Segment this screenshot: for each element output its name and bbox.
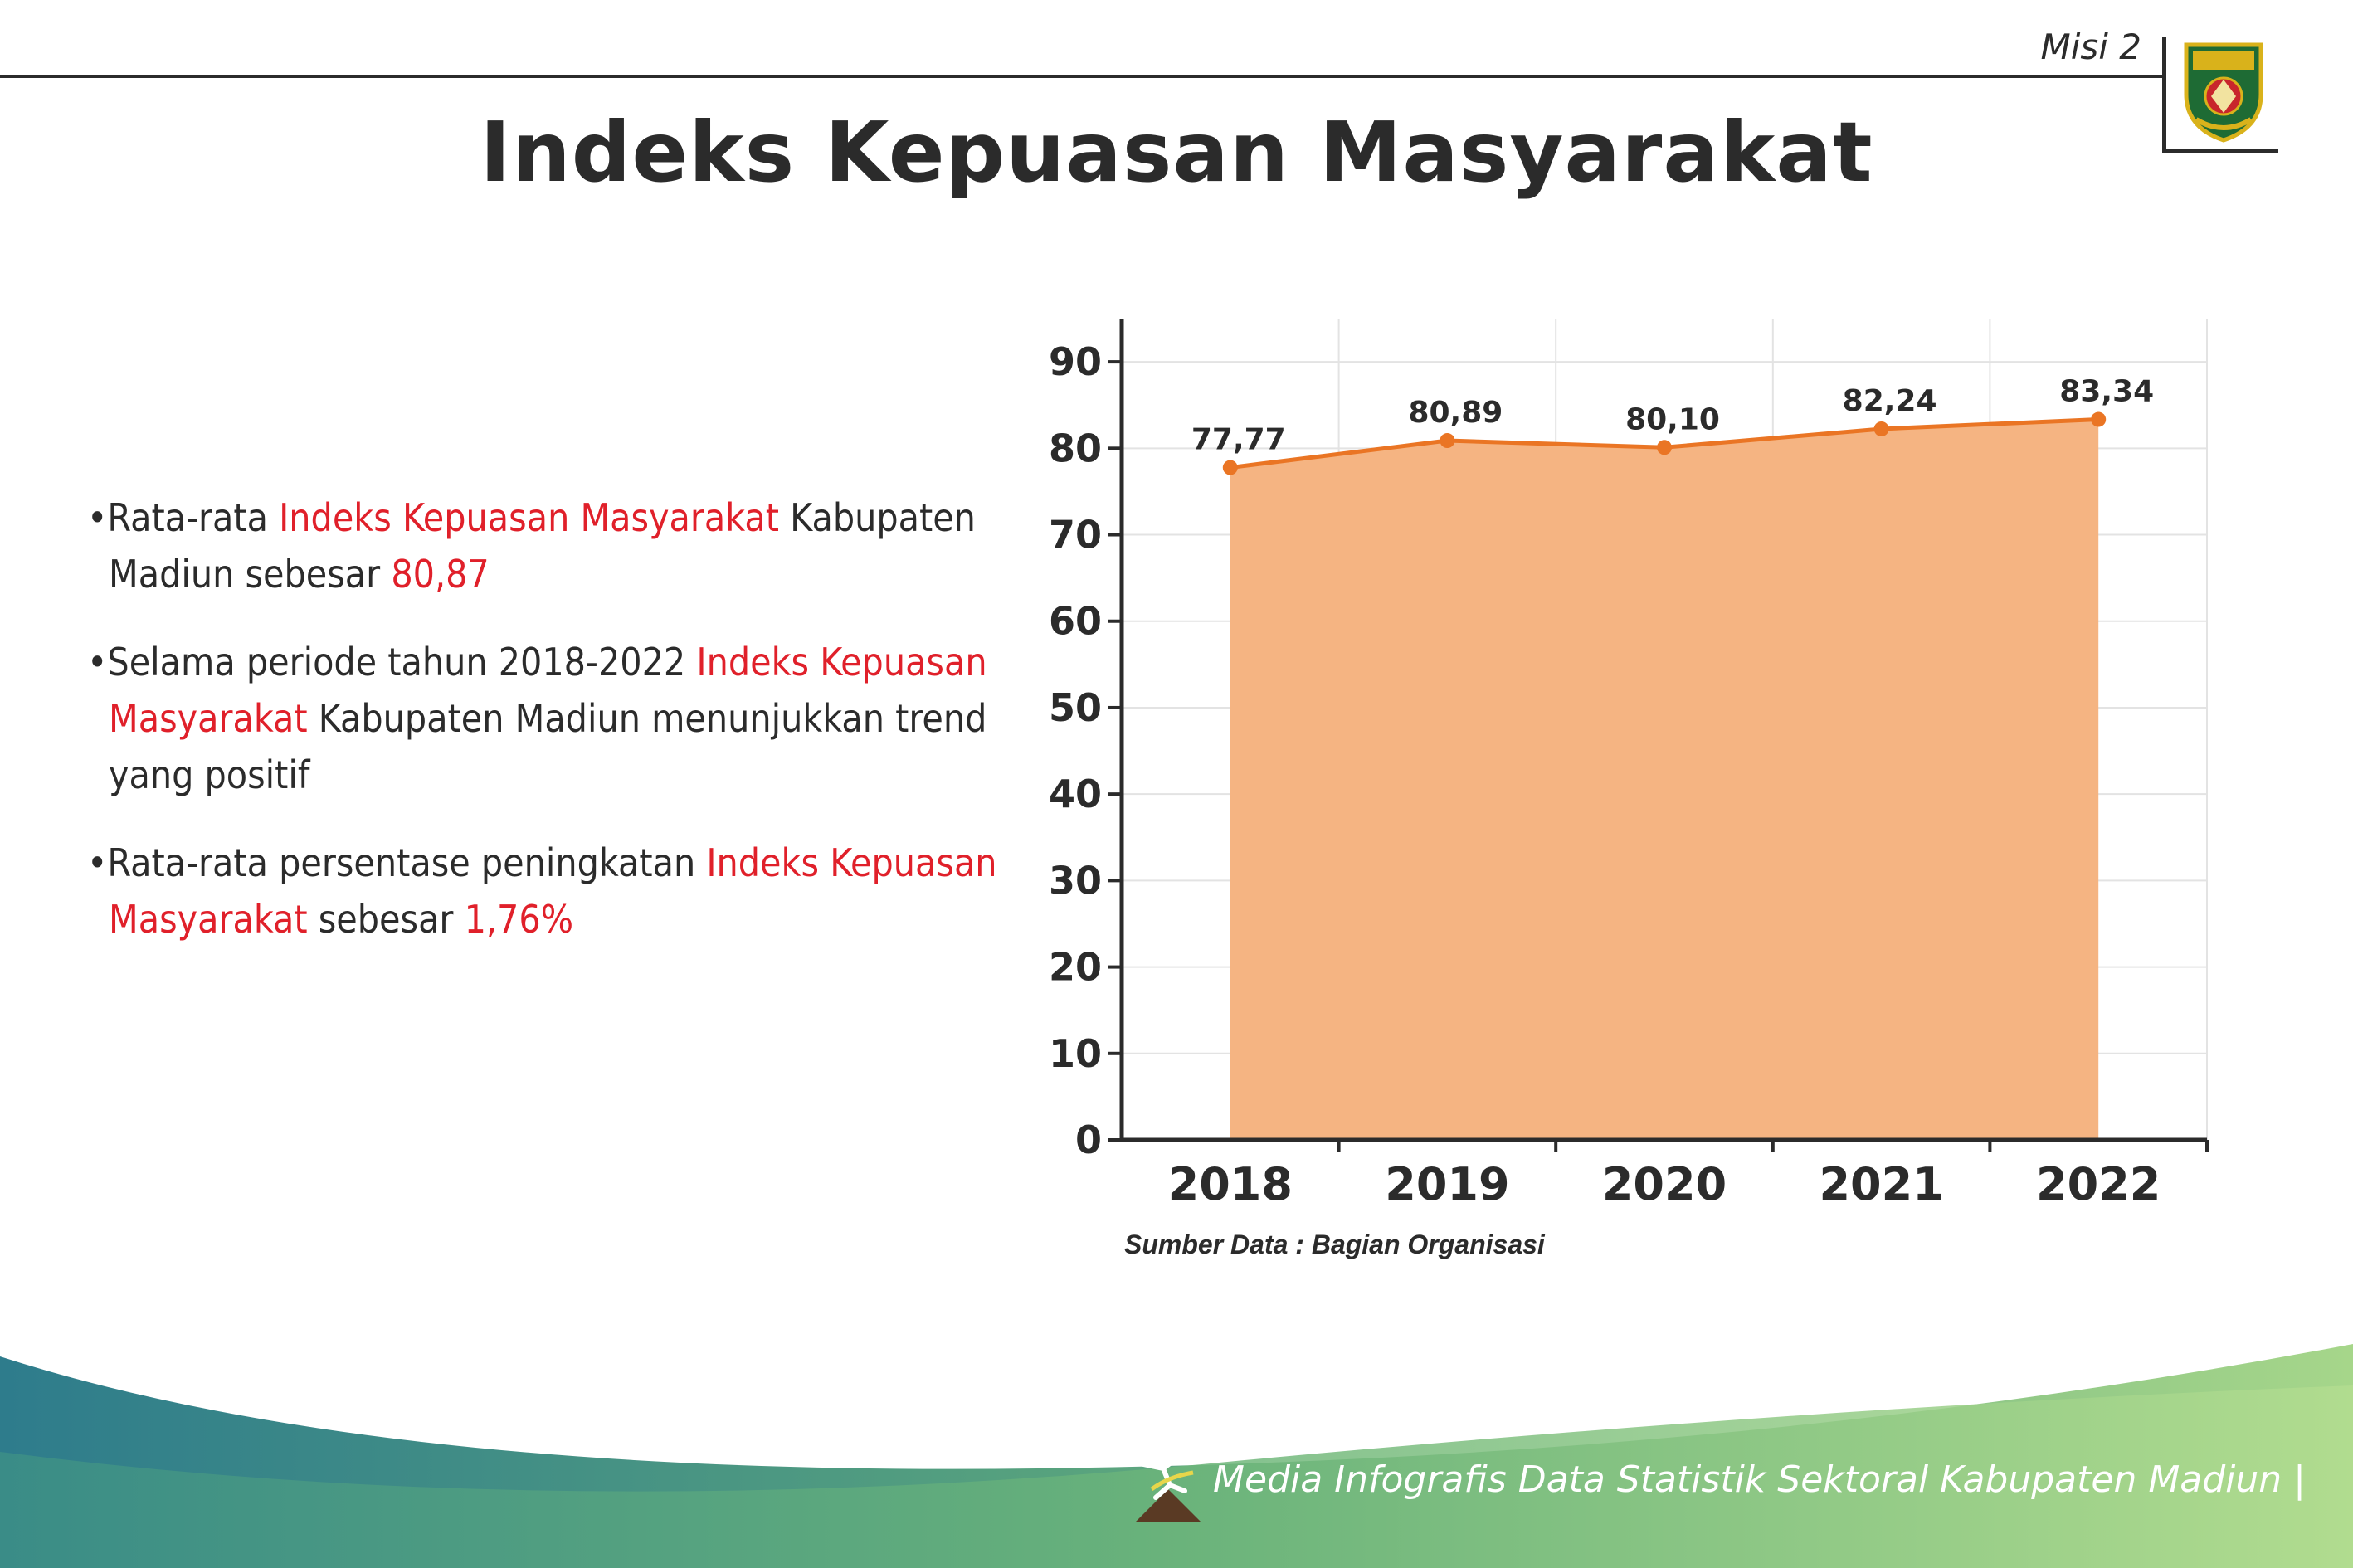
y-tick-label: 70 <box>1049 513 1102 558</box>
data-source-note: Sumber Data : Bagian Organisasi <box>1124 1230 1545 1259</box>
data-point <box>1440 433 1455 449</box>
summary-bullets: •Rata-rata Indeks Kepuasan Masyarakat Ka… <box>87 489 1029 979</box>
y-tick-label: 30 <box>1049 858 1102 903</box>
corner-frame-vertical <box>2162 37 2166 153</box>
kabupaten-madiun-emblem <box>2184 42 2263 143</box>
y-tick-label: 60 <box>1049 599 1102 644</box>
highlight-text: 1,76% <box>464 897 574 942</box>
header-rule <box>0 75 2165 78</box>
footer-caption: Media Infografis Data Statistik Sektoral… <box>1213 1458 2306 1501</box>
data-point <box>2091 411 2107 427</box>
data-label: 80,89 <box>1408 396 1503 430</box>
data-point <box>1222 460 1238 475</box>
highlight-text: 80,87 <box>391 552 490 597</box>
highlight-text: Indeks Kepuasan Masyarakat <box>109 840 997 942</box>
highlight-text: Indeks Kepuasan Masyarakat <box>109 640 987 741</box>
x-tick-label: 2020 <box>1602 1158 1727 1210</box>
y-tick-label: 80 <box>1049 426 1102 470</box>
data-label: 83,34 <box>2059 375 2154 409</box>
y-tick-label: 50 <box>1049 685 1102 730</box>
misi-label: Misi 2 <box>2040 27 2141 67</box>
ikm-area-chart: 77,77 80,89 80,10 82,24 83,34 0 10 20 30 40 50 60 70… <box>1049 319 2209 1210</box>
y-tick-label: 20 <box>1049 945 1102 990</box>
bullet-text: Kabupaten Madiun menunjukkan trend yang … <box>109 696 987 797</box>
y-tick-label: 40 <box>1049 772 1102 816</box>
x-tick-label: 2021 <box>1819 1158 1943 1210</box>
runner-logo-icon <box>1135 1445 1201 1522</box>
x-tick-label: 2019 <box>1385 1158 1509 1210</box>
data-label: 80,10 <box>1625 402 1720 436</box>
bullet-text: Kabupaten Madiun sebesar <box>109 495 976 597</box>
corner-frame-horizontal <box>2162 149 2278 153</box>
y-tick-label: 90 <box>1049 339 1102 384</box>
data-label: 77,77 <box>1191 423 1286 457</box>
y-tick-label: 10 <box>1049 1031 1102 1076</box>
bullet-item: •Rata-rata persentase peningkatan Indeks… <box>87 835 1029 947</box>
highlight-text: Indeks Kepuasan Masyarakat <box>279 495 780 540</box>
data-point <box>1657 440 1672 455</box>
bullet-text: •Selama periode tahun 2018-2022 <box>87 640 697 684</box>
bullet-item: •Rata-rata Indeks Kepuasan Masyarakat Ka… <box>87 489 1029 602</box>
bullet-text: •Rata-rata persentase peningkatan <box>87 840 707 885</box>
y-tick-label: 0 <box>1075 1118 1102 1162</box>
x-tick-label: 2022 <box>2036 1158 2161 1210</box>
page-title: Indeks Kepuasan Masyarakat <box>480 104 1873 201</box>
bullet-item: •Selama periode tahun 2018-2022 Indeks K… <box>87 634 1029 803</box>
data-label: 82,24 <box>1843 384 1937 418</box>
bullet-text: sebesar <box>307 897 465 942</box>
x-tick-label: 2018 <box>1168 1158 1293 1210</box>
bullet-text: •Rata-rata <box>87 495 280 540</box>
data-point <box>1873 421 1889 436</box>
area-fill <box>1230 419 2099 1140</box>
